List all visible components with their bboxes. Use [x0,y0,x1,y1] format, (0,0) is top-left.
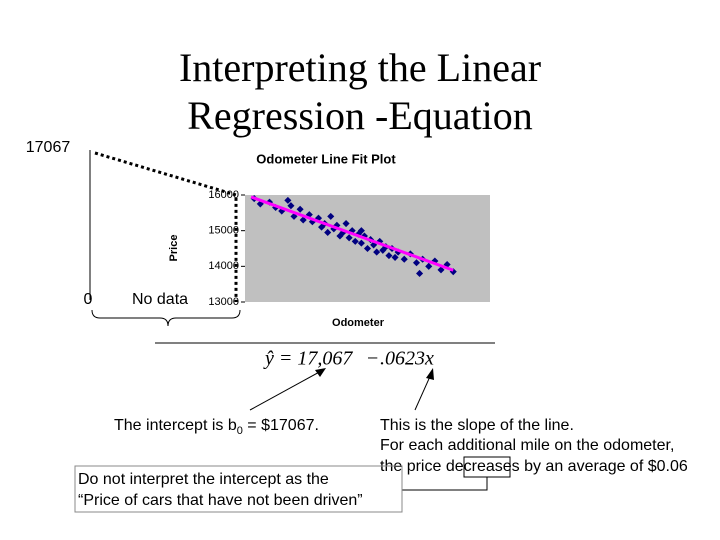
note-text: The intercept is b [114,417,237,434]
chart-title: Odometer Line Fit Plot [256,151,396,166]
y-tick-label: 15000 [208,225,239,237]
point [363,244,372,253]
bracket [91,309,241,327]
point [416,269,424,278]
connector [402,477,488,491]
point [296,205,304,213]
point [400,255,408,263]
equation-rhs: .0623x [380,348,434,370]
point [284,196,292,204]
point [373,248,381,256]
note-text: = $17067. [243,417,319,434]
point [327,212,335,220]
point [391,253,399,261]
title-line: Regression -Equation [187,93,533,138]
intercept-marker: 17067 [26,139,71,156]
title-line: Interpreting the Linear [179,45,541,90]
equation-operator: − [367,348,378,370]
intercept-note: The intercept is b0 = $17067. [114,417,319,437]
arrowhead [315,368,326,377]
slope-note: the price decreases by an average of $0.… [380,458,688,475]
point [345,234,353,242]
point [425,262,433,270]
y-axis-label: Price [168,235,180,262]
warning-box [74,465,403,513]
y-tick-label: 14000 [208,260,239,272]
chart: Odometer Line Fit Plot Odometer Price 13000… [168,151,490,329]
x-axis-label: Odometer [332,317,385,329]
dotted-guide [94,151,238,302]
zero-marker: 0 [84,291,93,308]
arrow [249,369,324,411]
point [437,266,445,274]
point [351,237,359,245]
point [385,252,393,260]
subscript: 0 [237,425,243,437]
point [287,202,295,210]
arrowhead [426,368,434,380]
y-tick-label: 16000 [208,189,239,201]
point [357,227,365,235]
point [342,219,350,228]
slope-note: This is the slope of the line. [380,417,574,434]
no-data: No data [132,291,188,308]
warning: Do not interpret the intercept as the [78,471,329,488]
fit-line [250,195,454,272]
point [324,228,332,236]
point [357,239,365,247]
point [412,259,421,267]
no-data-box [128,286,192,314]
warning: “Price of cars that have not been driven… [78,492,363,509]
slope-note: For each additional mile on the odometer… [380,437,674,454]
equation-lhs: ŷ = 17,067 [263,348,353,370]
point [299,216,307,224]
y-tick-label: 13000 [208,296,239,308]
